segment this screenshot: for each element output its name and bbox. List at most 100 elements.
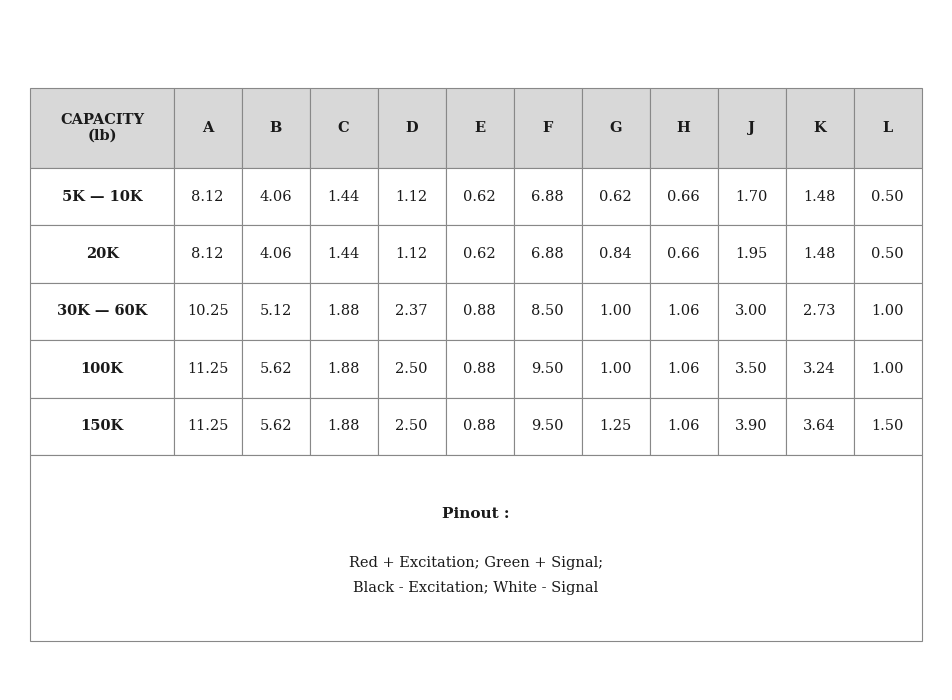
Text: 2.50: 2.50 — [395, 362, 427, 376]
Text: 1.12: 1.12 — [396, 247, 427, 261]
Bar — [446, 168, 514, 225]
Bar — [514, 398, 582, 455]
Bar — [242, 340, 309, 398]
Bar — [378, 88, 446, 168]
Text: 3.90: 3.90 — [735, 419, 768, 433]
Text: 0.66: 0.66 — [667, 247, 700, 261]
Bar — [173, 225, 242, 283]
Text: 3.64: 3.64 — [803, 419, 836, 433]
Text: 4.06: 4.06 — [259, 190, 292, 204]
Bar — [649, 225, 718, 283]
Text: G: G — [609, 120, 622, 134]
Bar — [378, 340, 446, 398]
Bar — [173, 88, 242, 168]
Text: 2.73: 2.73 — [803, 304, 836, 318]
Bar — [378, 283, 446, 340]
Bar — [378, 398, 446, 455]
Text: 1.44: 1.44 — [327, 247, 360, 261]
Text: 9.50: 9.50 — [531, 362, 564, 376]
Bar — [309, 168, 378, 225]
Bar — [854, 168, 922, 225]
Text: 1.00: 1.00 — [871, 362, 903, 376]
Bar — [718, 88, 785, 168]
Bar — [30, 225, 173, 283]
Text: 1.88: 1.88 — [327, 419, 360, 433]
Bar — [582, 88, 649, 168]
Bar — [582, 168, 649, 225]
Bar — [309, 398, 378, 455]
Text: 8.50: 8.50 — [531, 304, 564, 318]
Bar — [309, 88, 378, 168]
Text: 0.62: 0.62 — [600, 190, 632, 204]
Bar — [30, 455, 922, 640]
Text: 1.95: 1.95 — [736, 247, 767, 261]
Bar — [854, 88, 922, 168]
Bar — [309, 340, 378, 398]
Text: 10.25: 10.25 — [187, 304, 228, 318]
Text: 0.88: 0.88 — [464, 362, 496, 376]
Bar — [785, 398, 854, 455]
Bar — [785, 283, 854, 340]
Bar — [242, 283, 309, 340]
Text: 6.88: 6.88 — [531, 247, 564, 261]
Text: Red + Excitation; Green + Signal;
Black - Excitation; White - Signal: Red + Excitation; Green + Signal; Black … — [349, 556, 603, 595]
Text: 1.70: 1.70 — [735, 190, 767, 204]
Text: C: C — [338, 120, 349, 134]
Bar — [446, 283, 514, 340]
Text: 100K: 100K — [81, 362, 124, 376]
Bar — [30, 168, 173, 225]
Bar — [30, 283, 173, 340]
Text: 1.00: 1.00 — [871, 304, 903, 318]
Text: 3.00: 3.00 — [735, 304, 768, 318]
Bar — [854, 340, 922, 398]
Bar — [649, 168, 718, 225]
Text: 2.50: 2.50 — [395, 419, 427, 433]
Bar — [785, 225, 854, 283]
Bar — [582, 225, 649, 283]
Bar — [785, 88, 854, 168]
Text: 6.88: 6.88 — [531, 190, 564, 204]
Text: 9.50: 9.50 — [531, 419, 564, 433]
Text: 0.50: 0.50 — [871, 190, 903, 204]
Text: 1.48: 1.48 — [803, 190, 836, 204]
Text: 1.00: 1.00 — [600, 362, 632, 376]
Text: 8.12: 8.12 — [191, 247, 224, 261]
Text: CAPACITY
(lb): CAPACITY (lb) — [60, 113, 144, 143]
Text: 1.06: 1.06 — [667, 419, 700, 433]
Bar — [649, 340, 718, 398]
Bar — [446, 398, 514, 455]
Bar — [854, 283, 922, 340]
Bar — [718, 340, 785, 398]
Text: 0.66: 0.66 — [667, 190, 700, 204]
Bar — [446, 88, 514, 168]
Text: Pinout :: Pinout : — [443, 508, 509, 522]
Text: B: B — [269, 120, 282, 134]
Bar — [309, 225, 378, 283]
Text: 5K — 10K: 5K — 10K — [62, 190, 143, 204]
Text: 1.50: 1.50 — [871, 419, 903, 433]
Text: 3.24: 3.24 — [803, 362, 836, 376]
Bar — [718, 283, 785, 340]
Bar — [854, 225, 922, 283]
Bar — [173, 283, 242, 340]
Bar — [514, 283, 582, 340]
Text: 1.06: 1.06 — [667, 362, 700, 376]
Bar — [242, 225, 309, 283]
Text: 11.25: 11.25 — [187, 419, 228, 433]
Text: 1.88: 1.88 — [327, 304, 360, 318]
Bar — [649, 88, 718, 168]
Text: K: K — [813, 120, 826, 134]
Text: 150K: 150K — [81, 419, 124, 433]
Bar — [785, 168, 854, 225]
Text: 0.62: 0.62 — [464, 247, 496, 261]
Text: 1.48: 1.48 — [803, 247, 836, 261]
Text: L: L — [883, 120, 893, 134]
Text: 5.62: 5.62 — [259, 362, 292, 376]
Text: 4.06: 4.06 — [259, 247, 292, 261]
Bar — [446, 340, 514, 398]
Bar — [854, 398, 922, 455]
Text: 1.06: 1.06 — [667, 304, 700, 318]
Bar — [514, 340, 582, 398]
Bar — [718, 225, 785, 283]
Bar — [514, 88, 582, 168]
